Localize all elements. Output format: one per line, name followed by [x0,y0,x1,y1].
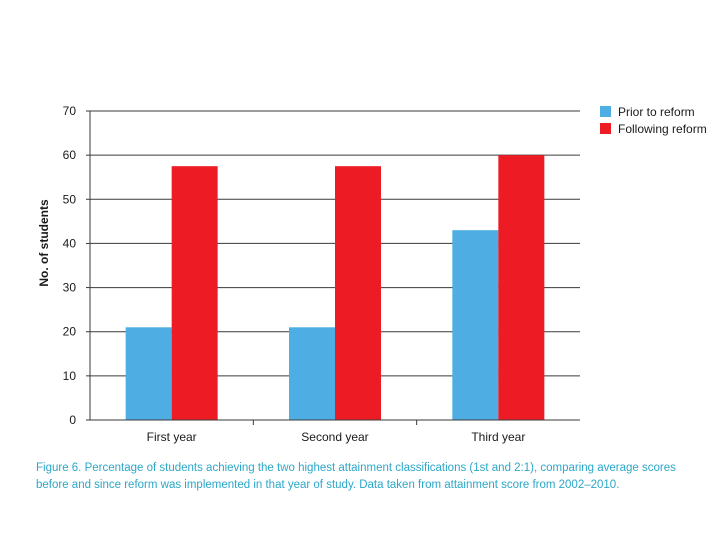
bar-prior-3 [452,230,499,420]
x-tick-label-1: First year [147,430,197,444]
y-axis-title: No. of students [37,199,51,287]
y-tick-label-0: 0 [69,413,76,427]
x-tick-labels: First year Second year Third year [147,430,526,444]
y-tick-label-20: 20 [63,325,77,339]
y-tick-label-50: 50 [63,192,77,206]
x-tick-label-2: Second year [301,430,368,444]
y-tick-label-70: 70 [63,104,77,118]
bar-following-1 [171,166,218,420]
bar-following-3 [498,155,545,420]
legend: Prior to reform Following reform [600,105,707,136]
bar-following-2 [335,166,381,420]
y-tick-labels: 0 10 20 30 40 50 60 70 [63,104,77,427]
legend-swatch-prior [600,106,611,117]
y-tick-label-10: 10 [63,369,77,383]
y-tick-label-30: 30 [63,281,77,295]
bar-prior-2 [289,327,335,420]
y-tick-label-60: 60 [63,148,77,162]
x-tick-label-3: Third year [471,430,525,444]
bar-prior-1 [125,327,172,420]
legend-swatch-following [600,123,611,134]
y-tick-label-40: 40 [63,236,77,250]
figure-caption: Figure 6. Percentage of students achievi… [36,462,676,491]
legend-label-following: Following reform [618,122,707,136]
bars [125,155,545,420]
bar-chart: 0 10 20 30 40 50 60 70 First year Second year Thi… [37,104,707,444]
legend-label-prior: Prior to reform [618,105,695,119]
axes [86,110,580,425]
